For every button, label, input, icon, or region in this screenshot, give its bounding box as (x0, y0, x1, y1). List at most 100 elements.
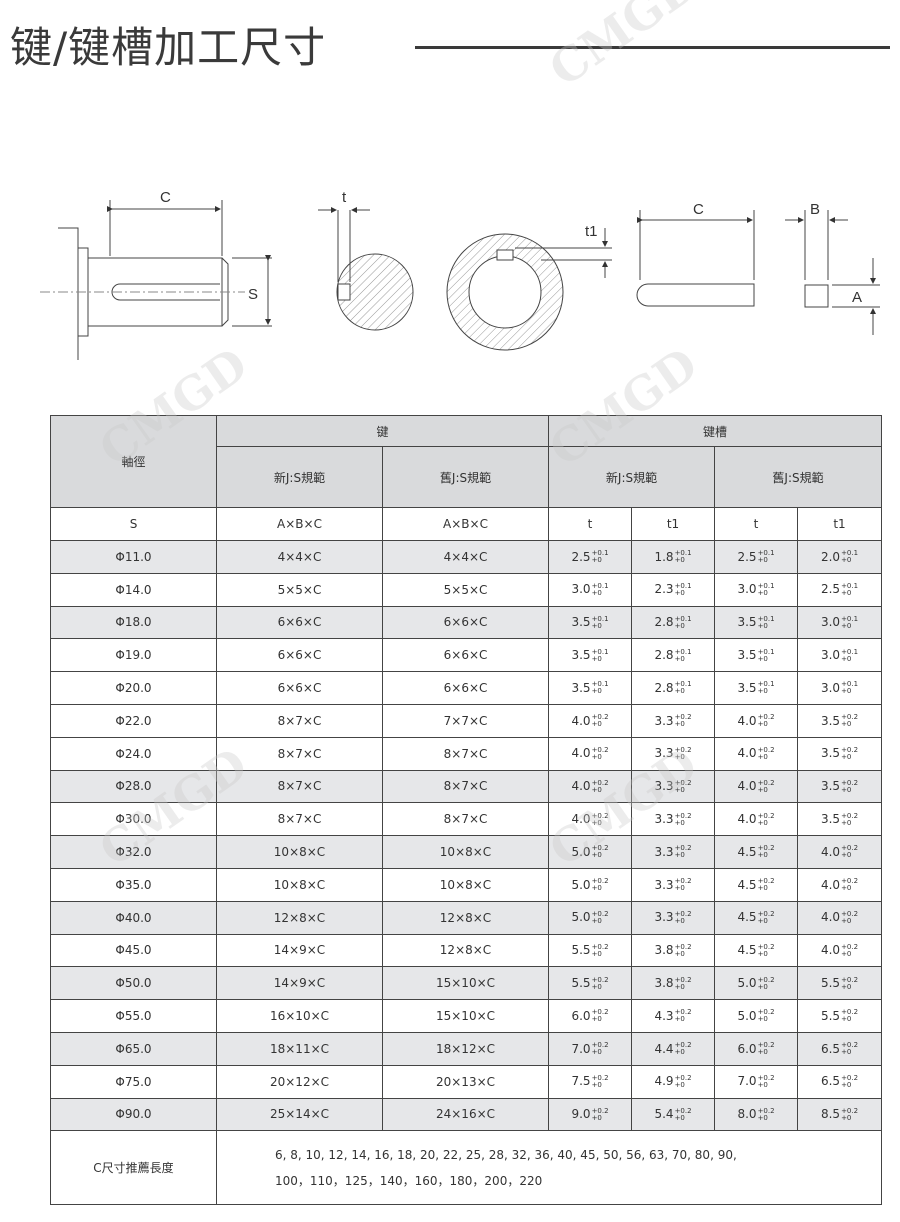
key-size-old: 10×8×C (381, 835, 550, 869)
tolerance: +0.2 +0 (591, 942, 609, 958)
label-a: A (852, 289, 862, 306)
tolerance: +0.1 +0 (841, 680, 859, 696)
tolerance: +0.1 +0 (757, 647, 775, 663)
keyway-t1-new: 2.3+0.1 +0 (631, 572, 716, 607)
keyway-t-old-value: 7.0 (737, 1074, 757, 1089)
keyway-t-new: 6.0+0.2 +0 (548, 999, 633, 1033)
keyway-t1-old-value: 3.0 (820, 648, 841, 663)
table-row: Φ11.0 4×4×C 4×4×C 2.5+0.1 +0 1.8+0.1 +0 2.5+0.1… (50, 540, 883, 574)
keyway-t-new-value: 3.5 (571, 680, 591, 695)
keyway-t-new-value: 9.0 (571, 1107, 591, 1122)
keyway-t-old-value: 4.0 (737, 812, 757, 827)
shaft-diameter: Φ14.0 (50, 572, 217, 607)
table-row: Φ55.0 16×10×C 15×10×C 6.0+0.2 +0 4.3+0.2 +0 5.0… (50, 999, 883, 1033)
keyway-t-old: 5.0+0.2 +0 (714, 966, 799, 1001)
table-row: Φ32.0 10×8×C 10×8×C 5.0+0.2 +0 3.3+0.2 +0 4.5+0… (50, 835, 883, 869)
shaft-diameter: Φ45.0 (50, 933, 217, 968)
label-c2: C (693, 201, 704, 218)
keyway-t-old-value: 4.0 (737, 713, 757, 728)
keyway-t1-old-value: 3.5 (820, 746, 841, 761)
tolerance: +0.1 +0 (757, 614, 775, 630)
keyway-t1-new-value: 3.3 (654, 746, 674, 761)
keyway-t1-old: 4.0+0.2 +0 (797, 900, 883, 935)
keyway-t-new-value: 7.5 (571, 1074, 591, 1089)
tolerance: +0.2 +0 (674, 844, 692, 860)
keyway-t1-new: 3.3+0.2 +0 (631, 802, 716, 837)
key-size-old: 10×8×C (381, 867, 550, 902)
unit-cell: t1 (631, 507, 716, 541)
tolerance: +0.1 +0 (591, 549, 609, 565)
keyway-t-new: 2.5+0.1 +0 (548, 540, 633, 574)
keyway-t-new: 3.5+0.1 +0 (548, 671, 633, 705)
tolerance: +0.1 +0 (591, 581, 609, 597)
keyway-t-new-value: 5.5 (571, 943, 591, 958)
keyway-t-old-value: 4.5 (737, 877, 757, 892)
tolerance: +0.2 +0 (757, 811, 775, 827)
keyway-t-old-value: 5.0 (737, 1008, 757, 1023)
keyway-t-new-value: 3.5 (571, 615, 591, 630)
keyway-t-new: 4.0+0.2 +0 (548, 736, 633, 771)
shaft-diameter: Φ22.0 (50, 703, 217, 738)
keyway-t1-new-value: 4.3 (654, 1008, 674, 1023)
tolerance: +0.1 +0 (674, 614, 692, 630)
key-size-old: 6×6×C (381, 638, 550, 673)
key-size-new: 8×7×C (216, 736, 383, 771)
keyway-t1-old-value: 3.5 (820, 713, 841, 728)
tolerance: +0.2 +0 (841, 1106, 859, 1122)
keyway-t1-new: 3.3+0.2 +0 (631, 835, 716, 869)
shaft-diameter: Φ75.0 (50, 1064, 217, 1099)
key-size-old: 8×7×C (381, 769, 550, 804)
key-size-old: 20×13×C (381, 1064, 550, 1099)
keyway-t-new-value: 3.0 (571, 582, 591, 597)
shaft-diameter: Φ20.0 (50, 671, 217, 705)
key-size-new: 10×8×C (216, 867, 383, 902)
tolerance: +0.2 +0 (591, 778, 609, 794)
keyway-t1-old-value: 6.5 (820, 1041, 841, 1056)
keyway-t1-new: 3.8+0.2 +0 (631, 933, 716, 968)
key-size-new: 20×12×C (216, 1064, 383, 1099)
table-row: Φ90.0 25×14×C 24×16×C 9.0+0.2 +0 5.4+0.2 +0 8.0… (50, 1097, 883, 1132)
tolerance: +0.2 +0 (841, 1008, 859, 1024)
tolerance: +0.2 +0 (674, 909, 692, 925)
tolerance: +0.2 +0 (841, 1073, 859, 1089)
keyway-t-new: 4.0+0.2 +0 (548, 703, 633, 738)
keyway-t-old-value: 3.0 (737, 582, 757, 597)
key-size-new: 5×5×C (216, 572, 383, 607)
keyway-t-new-value: 6.0 (571, 1008, 591, 1023)
table-row: Φ75.0 20×12×C 20×13×C 7.5+0.2 +0 4.9+0.2 +0 7.0… (50, 1064, 883, 1099)
table-row: Φ24.0 8×7×C 8×7×C 4.0+0.2 +0 3.3+0.2 +0 4.0+0.2… (50, 736, 883, 771)
keyway-t1-new-value: 1.8 (654, 549, 674, 564)
tolerance: +0.1 +0 (757, 549, 775, 565)
keyway-t-new: 5.5+0.2 +0 (548, 933, 633, 968)
tolerance: +0.2 +0 (757, 1041, 775, 1057)
table-row: Φ65.0 18×11×C 18×12×C 7.0+0.2 +0 4.4+0.2 +0 6.0… (50, 1031, 883, 1066)
tolerance: +0.1 +0 (841, 549, 859, 565)
table-row: Φ40.0 12×8×C 12×8×C 5.0+0.2 +0 3.3+0.2 +0 4.5+0… (50, 900, 883, 935)
keyway-t-old-value: 3.5 (737, 680, 757, 695)
label-c: C (160, 189, 171, 206)
table-row: Φ18.0 6×6×C 6×6×C 3.5+0.1 +0 2.8+0.1 +0 3.5+0.1… (50, 605, 883, 640)
keyway-t-new: 7.0+0.2 +0 (548, 1031, 633, 1066)
key-size-old: 12×8×C (381, 933, 550, 968)
shaft-diameter: Φ55.0 (50, 999, 217, 1033)
keyway-t-old: 4.0+0.2 +0 (714, 703, 799, 738)
table-row: Φ19.0 6×6×C 6×6×C 3.5+0.1 +0 2.8+0.1 +0 3.5+0.1… (50, 638, 883, 673)
keyway-t-new: 3.5+0.1 +0 (548, 605, 633, 640)
keyway-t1-new-value: 3.3 (654, 877, 674, 892)
keyway-t-new: 3.5+0.1 +0 (548, 638, 633, 673)
keyway-t-new-value: 5.0 (571, 910, 591, 925)
keyway-t1-new-value: 2.3 (654, 582, 674, 597)
keyway-t1-new: 1.8+0.1 +0 (631, 540, 716, 574)
keyway-t-new-value: 5.0 (571, 877, 591, 892)
key-size-old: 6×6×C (381, 671, 550, 705)
tolerance: +0.2 +0 (591, 909, 609, 925)
recommended-length-values: 6, 8, 10, 12, 14, 16, 18, 20, 22, 25, 28… (215, 1130, 883, 1206)
keyway-t1-new: 4.4+0.2 +0 (631, 1031, 716, 1066)
keyway-t1-old: 3.5+0.2 +0 (797, 736, 883, 771)
keyway-t1-old-value: 6.5 (820, 1074, 841, 1089)
hub-section (446, 228, 612, 351)
header-key-new: 新J:S規範 (216, 446, 383, 508)
keyway-t1-new-value: 3.3 (654, 779, 674, 794)
shaft-diameter: Φ35.0 (50, 867, 217, 902)
keyway-t-new: 9.0+0.2 +0 (548, 1097, 633, 1132)
